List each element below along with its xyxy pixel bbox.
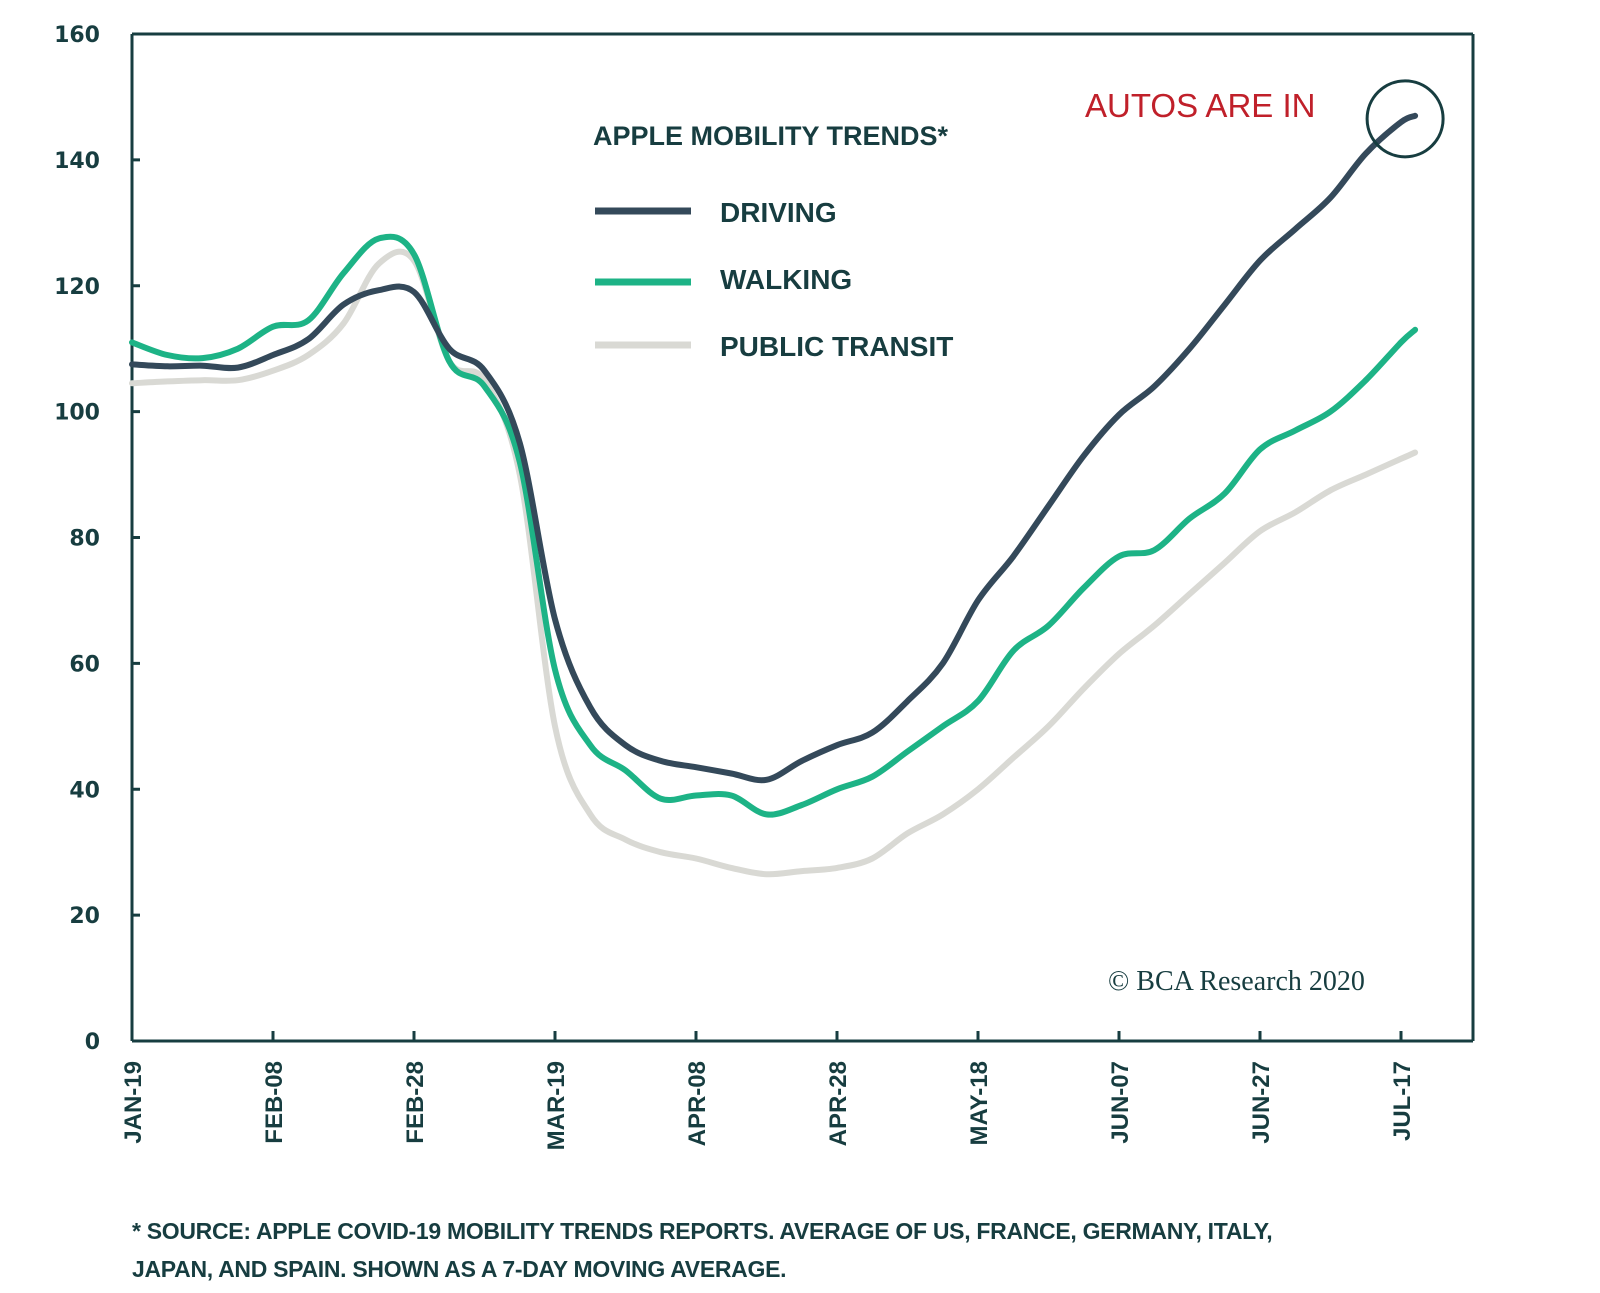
y-tick-label: 0 xyxy=(85,1030,100,1055)
x-tick-label: APR-08 xyxy=(684,1061,711,1146)
copyright: © BCA Research 2020 xyxy=(1108,966,1365,997)
x-tick-label: FEB-08 xyxy=(261,1061,288,1144)
legend-label-walking: WALKING xyxy=(720,264,852,295)
legend-label-public-transit: PUBLIC TRANSIT xyxy=(720,331,953,362)
x-tick-label: JUN-07 xyxy=(1107,1061,1134,1144)
x-tick-label: MAR-19 xyxy=(543,1061,570,1150)
y-tick-label: 120 xyxy=(54,275,100,300)
legend: APPLE MOBILITY TRENDS* DRIVING WALKING P… xyxy=(593,121,953,362)
footnote-line-2: JAPAN, AND SPAIN. SHOWN AS A 7-DAY MOVIN… xyxy=(132,1256,787,1282)
y-tick-label: 140 xyxy=(54,149,100,174)
legend-label-driving: DRIVING xyxy=(720,197,837,228)
series-line-driving xyxy=(129,112,1419,784)
y-tick-label: 80 xyxy=(69,527,100,552)
annotation-autos-are-in: AUTOS ARE IN xyxy=(1085,87,1315,124)
axes xyxy=(130,32,1475,1043)
x-tick-label: MAY-18 xyxy=(966,1061,993,1146)
legend-title: APPLE MOBILITY TRENDS* xyxy=(593,121,949,151)
x-tick-label: JUN-27 xyxy=(1248,1061,1275,1144)
x-tick-label: JAN-19 xyxy=(120,1061,147,1144)
y-tick-label: 60 xyxy=(69,652,100,677)
series-lines xyxy=(129,112,1419,878)
y-tick-label: 20 xyxy=(69,904,100,929)
y-tick-label: 40 xyxy=(69,778,100,803)
x-tick-label: FEB-28 xyxy=(402,1061,429,1144)
y-tick-label: 160 xyxy=(54,23,100,48)
x-ticks: JAN-19 FEB-08 FEB-28 MAR-19 APR-08 APR-28 MAY-… xyxy=(120,1031,1416,1150)
footnote-line-1: * SOURCE: APPLE COVID-19 MOBILITY TRENDS… xyxy=(132,1218,1273,1244)
x-tick-label: APR-28 xyxy=(825,1061,852,1146)
annotation-circle xyxy=(1365,79,1445,159)
series-line-walking xyxy=(129,233,1419,818)
footnote: * SOURCE: APPLE COVID-19 MOBILITY TRENDS… xyxy=(132,1212,1552,1288)
x-tick-label: JUL-17 xyxy=(1389,1061,1416,1141)
y-tick-label: 100 xyxy=(54,401,100,426)
y-ticks: 0 20 40 60 80 100 120 140 160 xyxy=(54,23,140,1055)
